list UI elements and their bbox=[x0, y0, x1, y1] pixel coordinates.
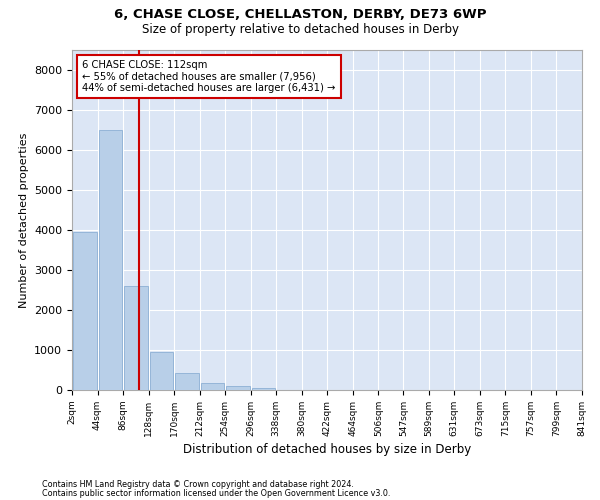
X-axis label: Distribution of detached houses by size in Derby: Distribution of detached houses by size … bbox=[183, 443, 471, 456]
Bar bbox=[226, 386, 250, 390]
Bar bbox=[252, 388, 275, 390]
Y-axis label: Number of detached properties: Number of detached properties bbox=[19, 132, 29, 308]
Bar bbox=[175, 373, 199, 390]
Bar bbox=[73, 232, 97, 390]
Bar bbox=[200, 383, 224, 390]
Text: Size of property relative to detached houses in Derby: Size of property relative to detached ho… bbox=[142, 22, 458, 36]
Text: 6 CHASE CLOSE: 112sqm
← 55% of detached houses are smaller (7,956)
44% of semi-d: 6 CHASE CLOSE: 112sqm ← 55% of detached … bbox=[82, 60, 335, 94]
Bar bbox=[149, 352, 173, 390]
Text: Contains public sector information licensed under the Open Government Licence v3: Contains public sector information licen… bbox=[42, 488, 391, 498]
Bar bbox=[124, 286, 148, 390]
Bar bbox=[98, 130, 122, 390]
Text: Contains HM Land Registry data © Crown copyright and database right 2024.: Contains HM Land Registry data © Crown c… bbox=[42, 480, 354, 489]
Text: 6, CHASE CLOSE, CHELLASTON, DERBY, DE73 6WP: 6, CHASE CLOSE, CHELLASTON, DERBY, DE73 … bbox=[114, 8, 486, 20]
